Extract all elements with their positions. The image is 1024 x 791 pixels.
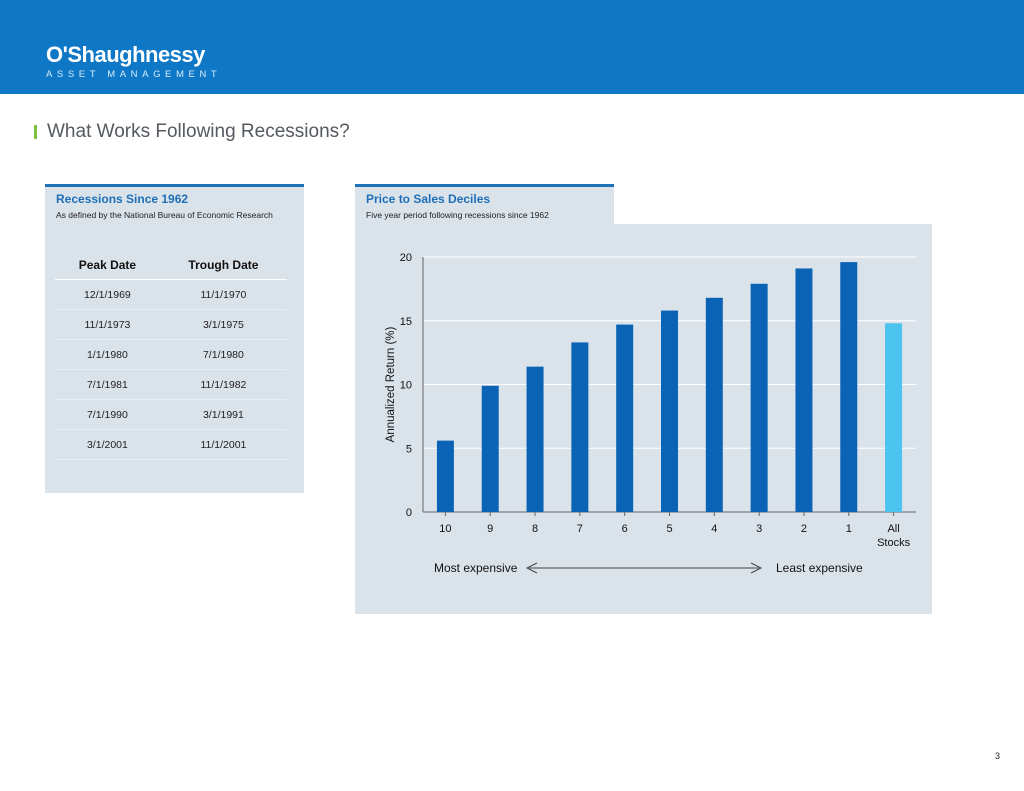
peak-date-cell: 7/1/1990	[55, 399, 160, 430]
x-tick-label: 7	[577, 523, 583, 535]
bar	[795, 268, 813, 512]
bar	[705, 297, 723, 512]
y-tick-label: 5	[406, 443, 412, 455]
bar	[661, 310, 678, 512]
annotation-most-expensive: Most expensive	[434, 561, 518, 575]
title-accent-bar	[34, 125, 37, 139]
recessions-title: Recessions Since 1962	[56, 192, 189, 206]
company-logo: O'Shaughnessy ASSET MANAGEMENT	[46, 44, 221, 81]
peak-date-cell: 12/1/1969	[55, 279, 160, 310]
x-tick-label: 4	[711, 523, 717, 535]
bar	[616, 324, 634, 512]
x-tick-label: 1	[846, 523, 852, 535]
table-row: 1/1/1980 7/1/1980	[55, 339, 287, 370]
column-header-trough: Trough Date	[159, 251, 287, 280]
header-banner: O'Shaughnessy ASSET MANAGEMENT	[0, 0, 1024, 94]
trough-date-cell: 7/1/1980	[159, 339, 287, 370]
x-tick-label: 6	[622, 523, 628, 535]
arrow-right-icon	[750, 562, 763, 574]
x-tick-label: 3	[756, 523, 762, 535]
bar	[750, 283, 768, 512]
y-tick-label: 15	[400, 316, 412, 328]
recessions-panel: Recessions Since 1962 As defined by the …	[45, 184, 304, 493]
table-row: 3/1/2001 11/1/2001	[55, 429, 287, 460]
bar	[526, 366, 544, 512]
peak-date-cell: 7/1/1981	[55, 369, 160, 400]
chart-title: Price to Sales Deciles	[366, 192, 491, 206]
peak-date-cell: 11/1/1973	[55, 309, 160, 340]
bar	[885, 323, 903, 512]
chart-panel-tab: Price to Sales Deciles Five year period …	[355, 184, 614, 227]
peak-date-cell: 3/1/2001	[55, 429, 160, 460]
bar	[481, 385, 499, 512]
annotation-least-expensive: Least expensive	[776, 561, 863, 575]
chart-subtitle: Five year period following recessions si…	[366, 210, 549, 220]
table-row: 11/1/1973 3/1/1975	[55, 309, 287, 340]
x-tick-label: 2	[801, 523, 807, 535]
bar	[571, 342, 589, 512]
y-axis-label: Annualized Return (%)	[385, 326, 397, 442]
x-tick-label: 8	[532, 523, 538, 535]
trough-date-cell: 3/1/1991	[159, 399, 287, 430]
trough-date-cell: 11/1/1982	[159, 369, 287, 400]
chart-panel: 0 5 10 15 20 Annualized Return (%) 10 9 8 7 6 5 4 3 2 1…	[355, 224, 932, 614]
x-tick-label: 5	[666, 523, 672, 535]
table-row: 7/1/1990 3/1/1991	[55, 399, 287, 430]
logo-subtitle: ASSET MANAGEMENT	[46, 69, 222, 80]
recessions-subtitle: As defined by the National Bureau of Eco…	[56, 210, 273, 220]
logo-name: O'Shaughnessy	[46, 42, 205, 67]
x-tick-label: Stocks	[877, 537, 911, 549]
table-row: 7/1/1981 11/1/1982	[55, 369, 287, 400]
page-number: 3	[994, 751, 1000, 761]
bar	[840, 262, 858, 512]
x-tick-label: All	[887, 523, 899, 535]
table-row: 12/1/1969 11/1/1970	[55, 279, 287, 310]
page-title: What Works Following Recessions?	[47, 121, 350, 142]
table-header-row: Peak Date Trough Date	[55, 251, 287, 280]
peak-date-cell: 1/1/1980	[55, 339, 160, 370]
bar	[436, 440, 454, 512]
y-tick-label: 20	[400, 252, 412, 264]
x-tick-label: 10	[439, 523, 451, 535]
y-tick-label: 10	[400, 380, 412, 392]
column-header-peak: Peak Date	[55, 251, 160, 280]
y-tick-label: 0	[406, 507, 412, 519]
recessions-table: Peak Date Trough Date 12/1/1969 11/1/197…	[55, 251, 287, 460]
trough-date-cell: 11/1/1970	[159, 279, 287, 310]
x-tick-label: 9	[487, 523, 493, 535]
trough-date-cell: 3/1/1975	[159, 309, 287, 340]
trough-date-cell: 11/1/2001	[159, 429, 287, 460]
arrow-left-icon	[525, 562, 538, 574]
